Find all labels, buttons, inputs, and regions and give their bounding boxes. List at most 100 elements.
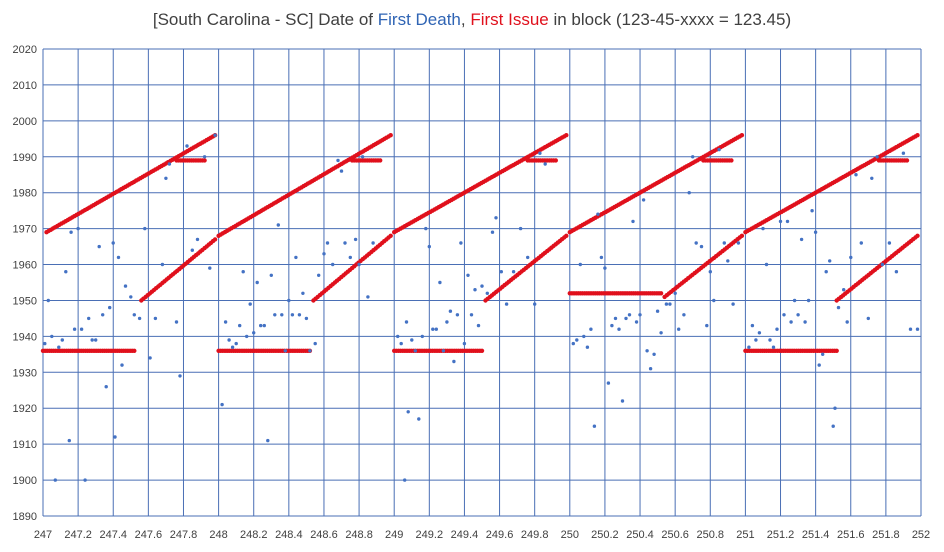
- x-tick-label: 249.6: [486, 529, 514, 541]
- x-tick-label: 247.4: [99, 529, 127, 541]
- first-death-point: [599, 255, 604, 260]
- first-death-point: [97, 244, 101, 249]
- first-death-point: [849, 255, 853, 260]
- first-death-point: [821, 352, 825, 356]
- first-death-point: [137, 316, 142, 321]
- first-death-point: [585, 345, 590, 349]
- first-death-point: [485, 291, 489, 295]
- first-issue-point: [132, 348, 137, 353]
- y-tick-label: 1900: [13, 475, 37, 487]
- y-tick-label: 1940: [13, 331, 37, 343]
- first-death-point: [854, 173, 858, 177]
- first-death-point: [473, 288, 477, 292]
- first-death-point: [79, 327, 84, 331]
- first-death-point: [53, 478, 57, 482]
- first-death-point: [782, 313, 786, 317]
- first-death-point: [248, 302, 252, 306]
- first-death-point: [339, 169, 344, 173]
- x-tick-label: 250.4: [626, 529, 654, 541]
- title-segment-4: in block (123-45-xxxx = 123.45): [548, 10, 792, 29]
- first-death-point: [736, 241, 741, 245]
- first-issue-point: [388, 133, 393, 138]
- first-death-point: [227, 338, 231, 342]
- first-death-point: [403, 478, 407, 482]
- first-issue-point: [564, 233, 569, 238]
- first-death-point: [116, 255, 121, 260]
- first-death-point: [434, 327, 438, 331]
- first-death-point: [413, 349, 417, 353]
- first-death-point: [476, 323, 481, 328]
- first-death-point: [420, 334, 424, 339]
- first-death-point: [627, 313, 632, 317]
- first-death-point: [50, 334, 54, 339]
- first-death-point: [396, 334, 400, 339]
- x-tick-label: 247.8: [170, 529, 198, 541]
- first-death-point: [687, 191, 691, 195]
- chart-title: [South Carolina - SC] Date of First Deat…: [0, 10, 944, 30]
- first-death-point: [617, 327, 621, 331]
- first-death-point: [757, 331, 762, 335]
- first-death-point: [880, 262, 885, 267]
- first-death-point: [708, 270, 712, 274]
- first-death-point: [213, 133, 217, 137]
- y-tick-label: 1930: [13, 367, 37, 379]
- first-death-point: [132, 313, 136, 317]
- first-death-point: [494, 216, 498, 220]
- first-death-point: [659, 331, 663, 335]
- y-tick-label: 1890: [13, 511, 37, 523]
- first-death-point: [828, 259, 832, 263]
- first-death-point: [664, 302, 669, 306]
- first-death-point: [220, 402, 224, 407]
- x-tick-label: 249.8: [521, 529, 549, 541]
- first-death-point: [283, 349, 287, 353]
- first-death-point: [259, 323, 263, 328]
- first-death-point: [731, 302, 735, 306]
- first-death-point: [901, 151, 906, 155]
- first-death-point: [677, 327, 681, 331]
- first-death-point: [543, 162, 547, 166]
- first-death-point: [57, 345, 61, 349]
- y-tick-label: 2000: [13, 116, 37, 128]
- first-death-point: [202, 155, 207, 159]
- first-death-point: [269, 273, 273, 277]
- first-issue-point: [202, 158, 207, 163]
- first-death-point: [441, 349, 446, 353]
- first-death-point: [610, 323, 614, 328]
- first-death-point: [469, 313, 474, 317]
- first-death-point: [673, 291, 677, 295]
- first-death-point: [234, 341, 238, 346]
- x-tick-label: 249.4: [451, 529, 479, 541]
- y-tick-label: 1970: [13, 224, 37, 236]
- first-death-point: [452, 359, 456, 364]
- first-death-point: [596, 212, 600, 216]
- first-death-point: [578, 262, 582, 267]
- first-death-point: [833, 406, 837, 410]
- first-death-point: [655, 309, 660, 313]
- first-death-point: [717, 147, 721, 152]
- title-segment-1: First Death: [377, 10, 461, 29]
- first-issue-point: [739, 233, 745, 238]
- first-death-point: [331, 262, 335, 267]
- first-issue-point: [739, 133, 745, 138]
- first-death-point: [499, 270, 503, 274]
- first-death-point: [490, 230, 495, 234]
- first-death-point: [712, 298, 716, 303]
- y-tick-label: 1960: [13, 260, 37, 272]
- first-death-point: [262, 323, 266, 328]
- x-tick-label: 251: [736, 529, 754, 541]
- first-death-point: [297, 313, 302, 317]
- first-death-point: [638, 313, 642, 317]
- title-segment-0: [South Carolina - SC] Date of: [152, 10, 378, 29]
- first-death-point: [775, 327, 779, 331]
- first-death-point: [67, 438, 72, 443]
- first-death-point: [304, 316, 309, 321]
- first-death-point: [273, 313, 277, 317]
- first-death-point: [824, 270, 828, 274]
- first-death-point: [875, 155, 879, 159]
- first-death-point: [785, 219, 790, 224]
- first-death-point: [424, 226, 428, 231]
- first-death-point: [101, 313, 105, 317]
- first-death-point: [255, 280, 259, 285]
- first-death-point: [438, 280, 442, 285]
- first-death-point: [153, 316, 158, 321]
